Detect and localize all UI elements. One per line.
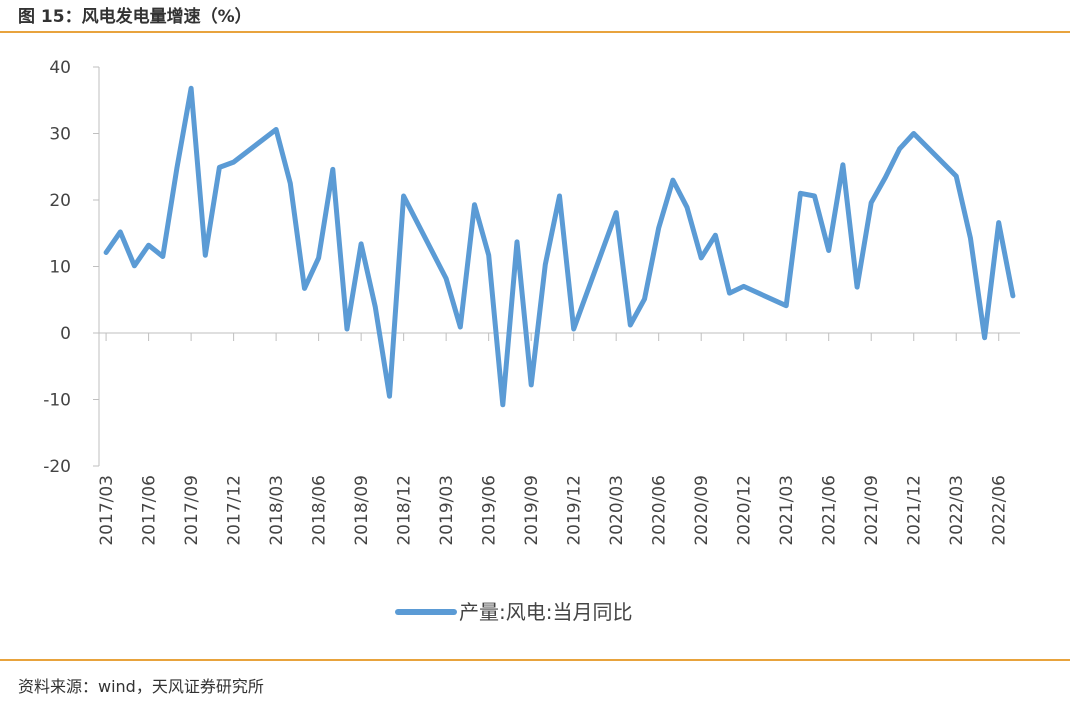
x-tick-label: 2019/09	[522, 475, 542, 546]
x-tick-label: 2020/09	[692, 475, 712, 546]
x-tick-label: 2021/03	[777, 475, 797, 546]
x-tick-label: 2021/09	[862, 475, 882, 546]
x-tick-label: 2021/12	[905, 475, 925, 546]
y-tick-label: 30	[49, 125, 71, 145]
x-tick-label: 2019/06	[480, 475, 500, 546]
x-tick-label: 2017/09	[182, 475, 202, 546]
x-tick-label: 2017/12	[225, 475, 245, 546]
series-layer	[103, 85, 1016, 408]
x-tick-label: 2018/03	[267, 475, 287, 546]
y-tick-label: 0	[60, 324, 71, 344]
footer-divider	[0, 659, 1070, 661]
x-tick-label: 2022/03	[947, 475, 967, 546]
legend: 产量:风电:当月同比	[395, 600, 632, 624]
x-axis-ticks: 2017/03 2017/06 2017/09 2017/12 2018/03 2018/…	[97, 333, 1010, 546]
x-tick-label: 2020/06	[650, 475, 670, 546]
x-tick-label: 2017/03	[97, 475, 117, 546]
x-tick-label: 2020/03	[607, 475, 627, 546]
x-tick-label: 2022/06	[990, 475, 1010, 546]
page-title: 图 15：风电发电量增速（%）	[18, 7, 252, 27]
source-note: 资料来源：wind，天风证券研究所	[18, 677, 264, 696]
series-line	[103, 85, 1016, 408]
x-tick-label: 2017/06	[140, 475, 160, 546]
x-tick-label: 2019/12	[565, 475, 585, 546]
y-tick-label: -20	[43, 457, 71, 477]
y-tick-label: 20	[49, 191, 71, 211]
y-axis-ticks: 40 30 20 10 0 -10 -20	[43, 58, 99, 477]
y-tick-label: 40	[49, 58, 71, 78]
x-tick-label: 2018/06	[310, 475, 330, 546]
x-tick-label: 2020/12	[735, 475, 755, 546]
x-tick-label: 2018/09	[352, 475, 372, 546]
chart-axes	[98, 67, 1020, 466]
title-divider	[0, 31, 1070, 33]
x-tick-label: 2018/12	[395, 475, 415, 546]
y-tick-label: -10	[43, 391, 71, 411]
x-tick-label: 2021/06	[820, 475, 840, 546]
x-tick-label: 2019/03	[437, 475, 457, 546]
y-tick-label: 10	[49, 258, 71, 278]
legend-label: 产量:风电:当月同比	[459, 600, 632, 624]
